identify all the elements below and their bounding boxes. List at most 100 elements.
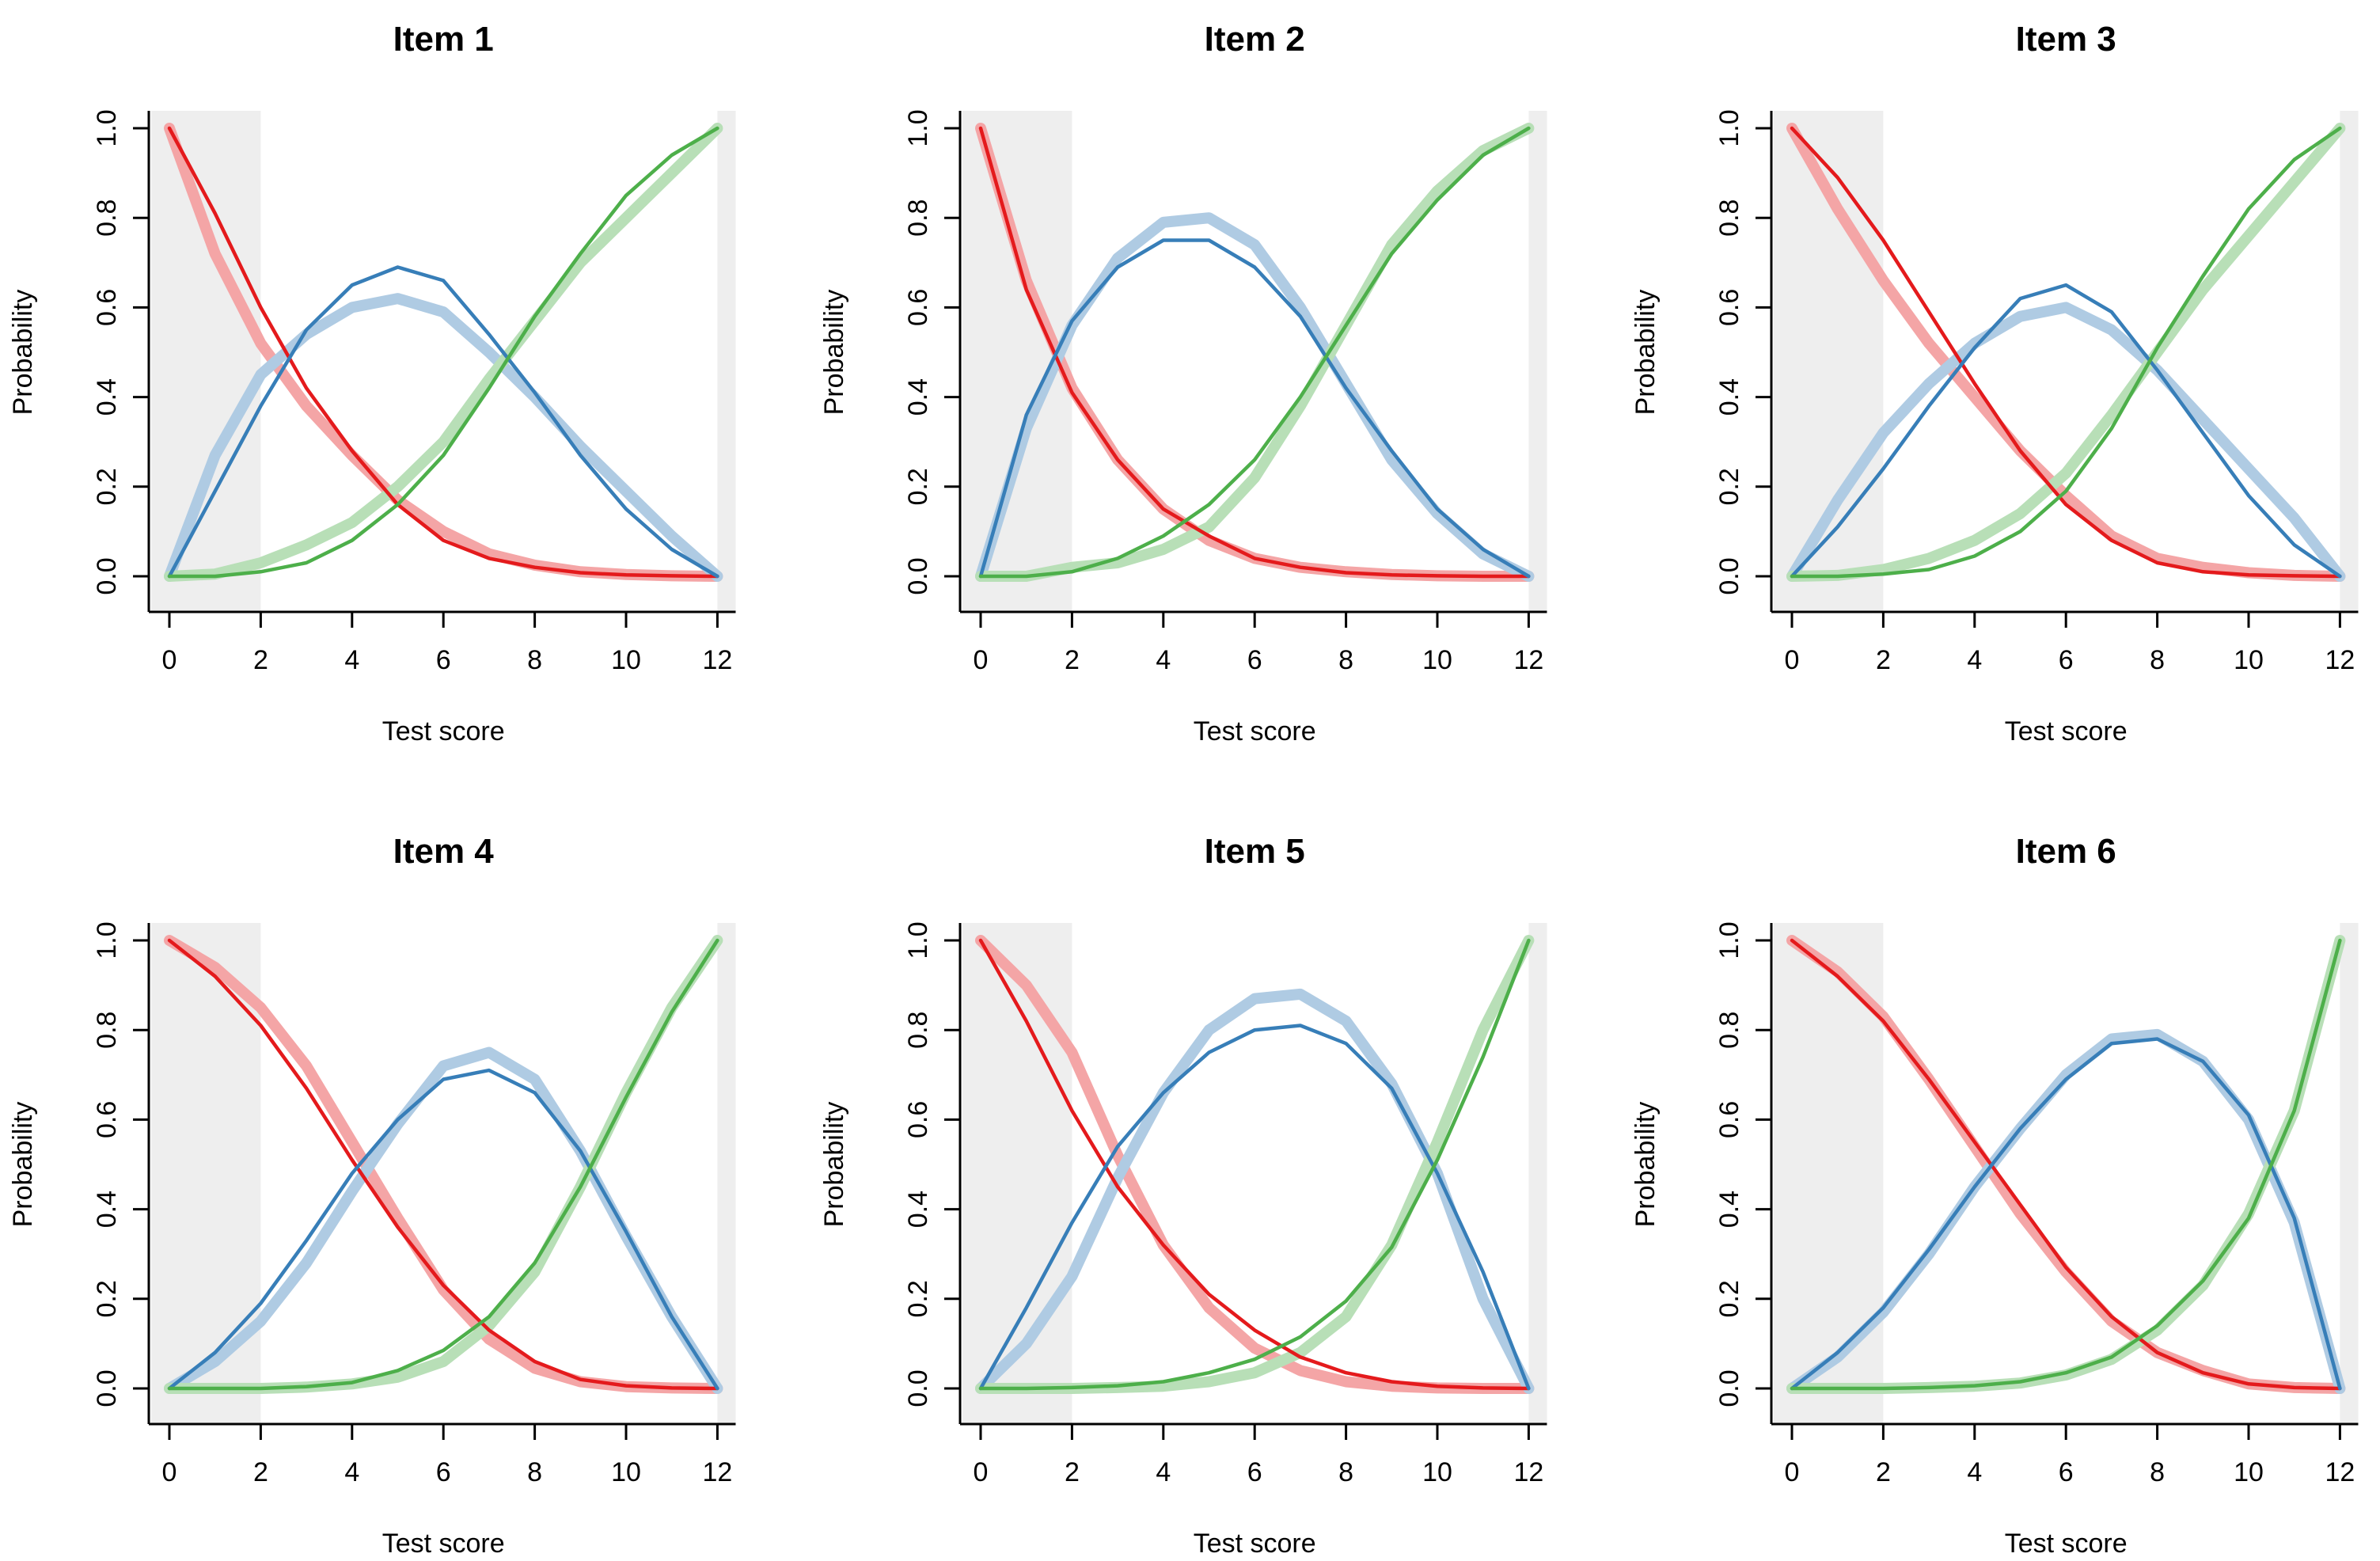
y-tick-label: 0.2 bbox=[1714, 1280, 1744, 1317]
series-line-cat1-model bbox=[167, 1068, 719, 1391]
y-tick-label: 1.0 bbox=[92, 921, 122, 959]
y-axis-label: Probability bbox=[8, 1102, 38, 1228]
panel-title: Item 4 bbox=[393, 832, 495, 871]
y-axis-label: Probability bbox=[1630, 290, 1661, 416]
x-tick-label: 12 bbox=[2325, 645, 2355, 675]
y-axis-label: Probability bbox=[819, 290, 849, 416]
series-line-cat0-model bbox=[167, 938, 719, 1391]
series-line-cat2-model bbox=[1790, 938, 2342, 1391]
y-tick-label: 0.6 bbox=[92, 289, 122, 326]
y-tick-label: 0.2 bbox=[903, 468, 933, 505]
shaded-region-high bbox=[2340, 923, 2359, 1424]
y-tick-label: 0.6 bbox=[1714, 289, 1744, 326]
series-line-cat2-model bbox=[978, 126, 1531, 579]
series-line-cat0-model bbox=[1790, 938, 2342, 1391]
x-tick-label: 2 bbox=[1876, 1457, 1891, 1487]
y-tick-label: 0.2 bbox=[92, 1280, 122, 1317]
x-tick-label: 10 bbox=[611, 1457, 641, 1487]
x-tick-label: 6 bbox=[436, 645, 451, 675]
y-tick-label: 0.6 bbox=[1714, 1101, 1744, 1138]
series-line-cat0-model bbox=[1790, 126, 2342, 579]
series-line-cat1-model bbox=[167, 265, 719, 579]
x-tick-label: 10 bbox=[1422, 1457, 1452, 1487]
series-line-cat0-observed bbox=[1786, 123, 2346, 582]
shaded-region-low bbox=[1773, 923, 1884, 1424]
series-line-cat1-observed bbox=[975, 212, 1535, 582]
y-tick-label: 1.0 bbox=[1714, 109, 1744, 146]
x-tick-label: 0 bbox=[1785, 645, 1800, 675]
x-tick-label: 8 bbox=[1338, 645, 1353, 675]
panel-title: Item 6 bbox=[2016, 832, 2116, 871]
x-tick-label: 0 bbox=[1785, 1457, 1800, 1487]
shaded-region-low bbox=[150, 111, 261, 612]
x-tick-label: 0 bbox=[162, 645, 177, 675]
x-axis-label: Test score bbox=[382, 716, 505, 746]
y-tick-label: 0.6 bbox=[903, 1101, 933, 1138]
panel-item-1: 0 2 4 6 8 10 12 0.0 0.2 0.4 0.6 0.8 1.0 Item 1 Test sc… bbox=[8, 20, 736, 746]
panel-item-3: 0 2 4 6 8 10 12 0.0 0.2 0.4 0.6 0.8 1.0 Item 3 Test sc… bbox=[1630, 20, 2359, 746]
panel-item-6: 0 2 4 6 8 10 12 0.0 0.2 0.4 0.6 0.8 1.0 Item 6 Test sc… bbox=[1630, 832, 2359, 1559]
x-tick-label: 4 bbox=[1156, 645, 1171, 675]
x-axis-label: Test score bbox=[2005, 1529, 2128, 1559]
x-tick-label: 12 bbox=[2325, 1457, 2355, 1487]
series-line-cat1-model bbox=[978, 238, 1531, 579]
x-tick-label: 6 bbox=[1247, 1457, 1262, 1487]
x-tick-label: 6 bbox=[2059, 1457, 2074, 1487]
series-line-cat1-observed bbox=[1786, 302, 2346, 582]
x-tick-label: 12 bbox=[1513, 645, 1543, 675]
series-line-cat2-observed bbox=[164, 123, 723, 582]
x-tick-label: 4 bbox=[344, 1457, 359, 1487]
x-tick-label: 8 bbox=[2150, 645, 2165, 675]
x-tick-label: 2 bbox=[1876, 645, 1891, 675]
series-line-cat1-observed bbox=[164, 1046, 723, 1394]
x-tick-label: 8 bbox=[1338, 1457, 1353, 1487]
y-tick-label: 0.4 bbox=[92, 378, 122, 416]
series-line-cat1-observed bbox=[1786, 1028, 2346, 1394]
y-tick-label: 0.0 bbox=[903, 557, 933, 594]
x-tick-label: 2 bbox=[1065, 645, 1080, 675]
series-line-cat0-model bbox=[167, 126, 719, 579]
y-tick-label: 0.6 bbox=[92, 1101, 122, 1138]
shaded-region-high bbox=[717, 111, 736, 612]
y-tick-label: 0.8 bbox=[1714, 199, 1744, 237]
x-tick-label: 8 bbox=[2150, 1457, 2165, 1487]
panel-item-4: 0 2 4 6 8 10 12 0.0 0.2 0.4 0.6 0.8 1.0 Item 4 Test sc… bbox=[8, 832, 736, 1559]
y-tick-label: 1.0 bbox=[903, 109, 933, 146]
x-tick-label: 4 bbox=[1967, 645, 1982, 675]
x-axis-label: Test score bbox=[1194, 1529, 1316, 1559]
x-tick-label: 8 bbox=[527, 645, 542, 675]
y-tick-label: 0.0 bbox=[1714, 557, 1744, 594]
y-tick-label: 0.8 bbox=[903, 199, 933, 237]
y-tick-label: 0.8 bbox=[903, 1012, 933, 1049]
x-tick-label: 6 bbox=[436, 1457, 451, 1487]
x-tick-label: 10 bbox=[2234, 645, 2264, 675]
series-line-cat2-observed bbox=[975, 123, 1535, 582]
x-tick-label: 4 bbox=[1156, 1457, 1171, 1487]
x-tick-label: 0 bbox=[974, 1457, 989, 1487]
panel-item-5: 0 2 4 6 8 10 12 0.0 0.2 0.4 0.6 0.8 1.0 Item 5 Test sc… bbox=[819, 832, 1547, 1559]
series-line-cat1-model bbox=[1790, 1037, 2342, 1391]
x-tick-label: 12 bbox=[702, 645, 732, 675]
y-tick-label: 1.0 bbox=[1714, 921, 1744, 959]
x-tick-label: 12 bbox=[702, 1457, 732, 1487]
y-tick-label: 0.8 bbox=[1714, 1012, 1744, 1049]
x-tick-label: 4 bbox=[344, 645, 359, 675]
series-line-cat1-observed bbox=[164, 293, 723, 582]
y-tick-label: 0.6 bbox=[903, 289, 933, 326]
series-line-cat2-model bbox=[978, 938, 1531, 1391]
series-line-cat2-model bbox=[1790, 126, 2342, 579]
y-tick-label: 0.2 bbox=[92, 468, 122, 505]
y-tick-label: 0.4 bbox=[903, 1191, 933, 1228]
y-tick-label: 0.2 bbox=[903, 1280, 933, 1317]
x-tick-label: 10 bbox=[1422, 645, 1452, 675]
series-line-cat2-observed bbox=[1786, 123, 2346, 582]
y-axis-label: Probability bbox=[8, 290, 38, 416]
x-axis-label: Test score bbox=[382, 1529, 505, 1559]
y-tick-label: 0.8 bbox=[92, 199, 122, 237]
y-tick-label: 0.4 bbox=[903, 378, 933, 416]
shaded-region-high bbox=[1528, 111, 1547, 612]
x-tick-label: 2 bbox=[253, 1457, 268, 1487]
y-tick-label: 1.0 bbox=[903, 921, 933, 959]
shaded-region-high bbox=[2340, 111, 2359, 612]
